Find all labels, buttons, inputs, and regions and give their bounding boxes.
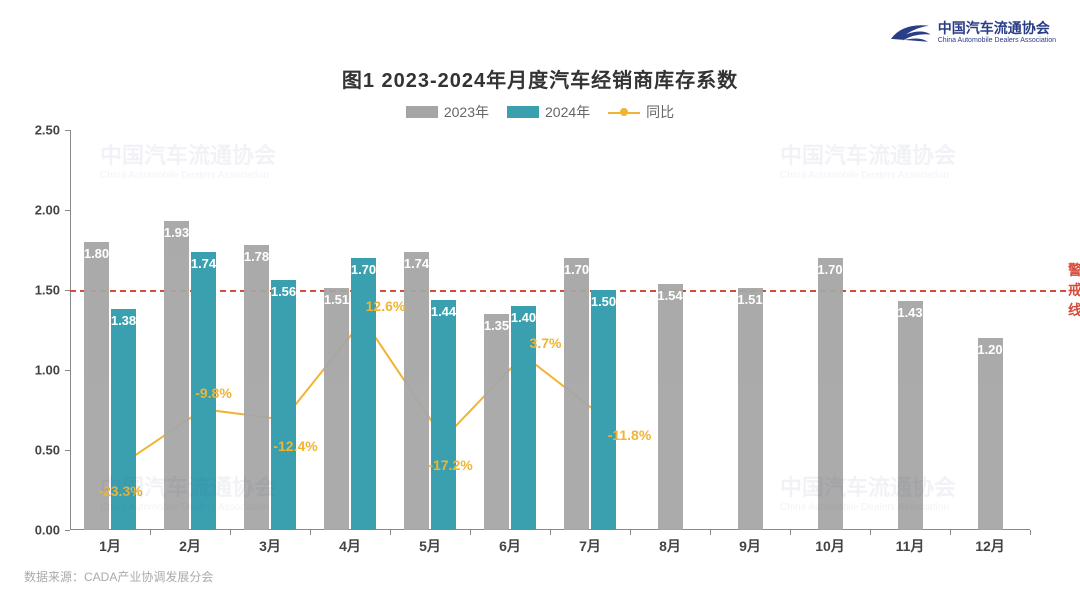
yoy-value-label: -11.8% <box>608 427 652 443</box>
x-category-label: 5月 <box>419 536 441 556</box>
x-category-label: 11月 <box>896 536 925 556</box>
x-category-label: 3月 <box>259 536 281 556</box>
chart-legend: 2023年 2024年 同比 <box>0 102 1080 122</box>
bar-2024-label: 1.74 <box>191 256 216 271</box>
x-category-label: 1月 <box>99 536 121 556</box>
bar-2024: 1.56 <box>271 280 296 530</box>
bar-2023-label: 1.80 <box>84 246 109 261</box>
bar-2023: 1.70 <box>564 258 589 530</box>
bar-2023: 1.51 <box>738 288 763 530</box>
bar-2023: 1.20 <box>978 338 1003 530</box>
data-source-footnote: 数据来源：CADA产业协调发展分会 <box>24 568 213 585</box>
bar-2024: 1.50 <box>591 290 616 530</box>
bar-2023-label: 1.35 <box>484 318 509 333</box>
bar-2023-label: 1.70 <box>564 262 589 277</box>
legend-2024-swatch <box>507 106 539 118</box>
yoy-value-label: -12.4% <box>273 438 317 454</box>
bar-2023-label: 1.93 <box>164 225 189 240</box>
legend-2023-swatch <box>406 106 438 118</box>
yoy-value-label: 3.7% <box>530 335 562 351</box>
y-tick-label: 1.00 <box>20 363 60 378</box>
x-category-label: 2月 <box>179 536 201 556</box>
y-tick-label: 2.00 <box>20 203 60 218</box>
bar-2023: 1.54 <box>658 284 683 530</box>
cada-logo-cn: 中国汽车流通协会 <box>938 21 1056 36</box>
bar-2023: 1.74 <box>404 252 429 530</box>
legend-2024-label: 2024年 <box>545 102 590 122</box>
x-tick-mark <box>790 530 791 535</box>
bar-2024-label: 1.50 <box>591 294 616 309</box>
x-category-label: 9月 <box>739 536 761 556</box>
y-tick-mark <box>65 530 70 531</box>
x-tick-mark <box>550 530 551 535</box>
bar-2023-label: 1.54 <box>657 288 682 303</box>
warning-threshold-label: 警戒线 <box>1068 260 1080 320</box>
bar-2024-label: 1.38 <box>111 313 136 328</box>
x-tick-mark <box>310 530 311 535</box>
x-tick-mark <box>390 530 391 535</box>
legend-yoy-swatch <box>608 106 640 118</box>
bar-2023-label: 1.51 <box>324 292 349 307</box>
x-category-label: 10月 <box>815 536 845 556</box>
y-tick-label: 0.00 <box>20 523 60 538</box>
yoy-value-label: -23.3% <box>98 483 142 499</box>
bar-2023: 1.35 <box>484 314 509 530</box>
x-category-label: 6月 <box>499 536 521 556</box>
bar-2023-label: 1.78 <box>244 249 269 264</box>
x-tick-mark <box>710 530 711 535</box>
cada-logo: 中国汽车流通协会 China Automobile Dealers Associ… <box>888 18 1056 48</box>
yoy-value-label: -9.8% <box>195 385 232 401</box>
y-tick-label: 0.50 <box>20 443 60 458</box>
y-tick-mark <box>65 130 70 131</box>
bar-2023: 1.93 <box>164 221 189 530</box>
cada-logo-en: China Automobile Dealers Association <box>938 37 1056 45</box>
x-tick-mark <box>950 530 951 535</box>
bar-2023-label: 1.43 <box>897 305 922 320</box>
bar-2023: 1.51 <box>324 288 349 530</box>
legend-yoy: 同比 <box>608 102 674 122</box>
y-tick-label: 2.50 <box>20 123 60 138</box>
bar-2024-label: 1.40 <box>511 310 536 325</box>
bar-2024-label: 1.70 <box>351 262 376 277</box>
legend-yoy-label: 同比 <box>646 102 674 122</box>
x-tick-mark <box>630 530 631 535</box>
plot-area: 0.000.501.001.502.002.50警戒线1月1.801.382月1… <box>70 130 1030 530</box>
bar-2023-label: 1.74 <box>404 256 429 271</box>
x-tick-mark <box>1030 530 1031 535</box>
y-tick-mark <box>65 450 70 451</box>
x-category-label: 12月 <box>975 536 1005 556</box>
yoy-value-label: 12.6% <box>366 298 406 314</box>
x-tick-mark <box>870 530 871 535</box>
x-tick-mark <box>230 530 231 535</box>
x-category-label: 7月 <box>579 536 601 556</box>
bar-2024-label: 1.56 <box>271 284 296 299</box>
y-tick-mark <box>65 210 70 211</box>
legend-yoy-dot <box>620 108 628 116</box>
y-tick-label: 1.50 <box>20 283 60 298</box>
y-tick-mark <box>65 370 70 371</box>
chart-page: 中国汽车流通协会 China Automobile Dealers Associ… <box>0 0 1080 599</box>
x-tick-mark <box>470 530 471 535</box>
legend-2023: 2023年 <box>406 102 489 122</box>
bar-2023: 1.70 <box>818 258 843 530</box>
legend-2023-label: 2023年 <box>444 102 489 122</box>
x-tick-mark <box>150 530 151 535</box>
bar-2023-label: 1.51 <box>737 292 762 307</box>
cada-logo-text: 中国汽车流通协会 China Automobile Dealers Associ… <box>938 21 1056 44</box>
bar-2024-label: 1.44 <box>431 304 456 319</box>
x-category-label: 8月 <box>659 536 681 556</box>
bar-2023-label: 1.20 <box>977 342 1002 357</box>
cada-logo-mark <box>888 18 932 48</box>
bar-2023: 1.78 <box>244 245 269 530</box>
x-category-label: 4月 <box>339 536 361 556</box>
legend-2024: 2024年 <box>507 102 590 122</box>
bar-2024: 1.44 <box>431 300 456 530</box>
bar-2023-label: 1.70 <box>817 262 842 277</box>
bar-2023: 1.43 <box>898 301 923 530</box>
chart-title: 图1 2023-2024年月度汽车经销商库存系数 <box>0 64 1080 93</box>
yoy-value-label: -17.2% <box>428 457 472 473</box>
